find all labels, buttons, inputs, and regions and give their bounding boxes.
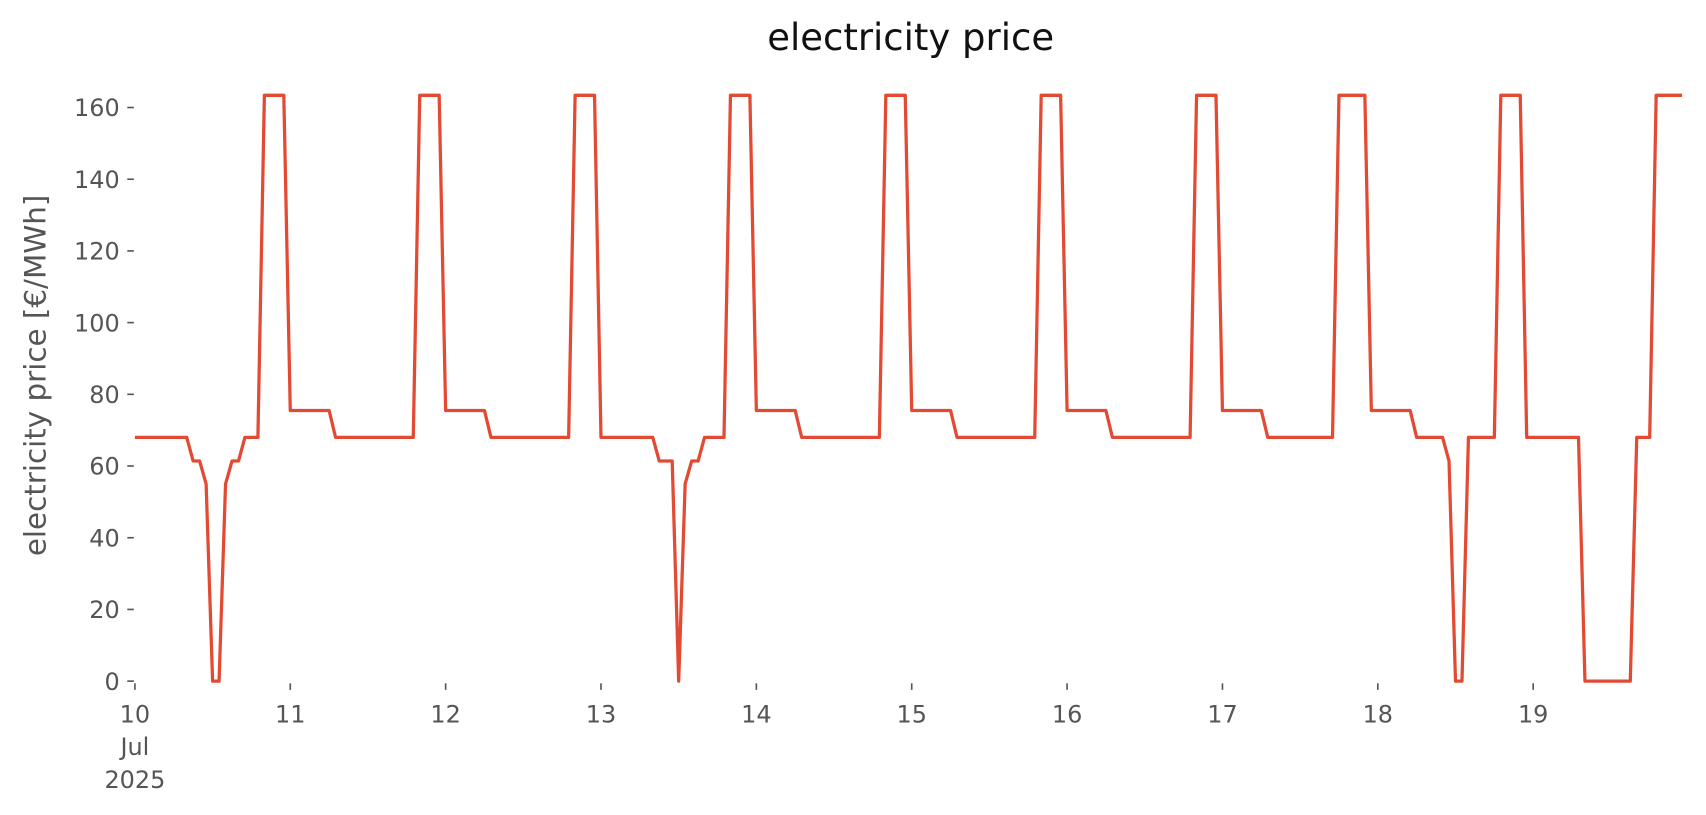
y-axis-label: electricity price [€/MWh] (19, 195, 53, 557)
y-tick-label: 120 (74, 238, 120, 266)
y-tick-label: 60 (89, 453, 119, 481)
x-tick-label: 16 (1052, 700, 1082, 728)
y-tick-label: 20 (89, 596, 119, 624)
y-tick-label: 0 (104, 668, 119, 696)
y-tick-label: 100 (74, 309, 120, 337)
y-tick-label: 80 (89, 381, 119, 409)
y-tick-label: 140 (74, 166, 120, 194)
x-tick-label: 18 (1363, 700, 1393, 728)
x-tick-label: 10 Jul 2025 (104, 700, 165, 793)
x-tick-label: 13 (586, 700, 616, 728)
chart-title: electricity price (767, 16, 1054, 59)
y-tick-label: 160 (74, 94, 120, 122)
x-tick-label: 14 (741, 700, 771, 728)
y-tick-label: 40 (89, 524, 119, 552)
x-tick-label: 17 (1207, 700, 1237, 728)
x-tick-label: 15 (896, 700, 926, 728)
price-line (134, 93, 1683, 683)
x-tick-label: 12 (430, 700, 460, 728)
x-tick-label: 19 (1518, 700, 1548, 728)
x-tick-label: 11 (275, 700, 305, 728)
